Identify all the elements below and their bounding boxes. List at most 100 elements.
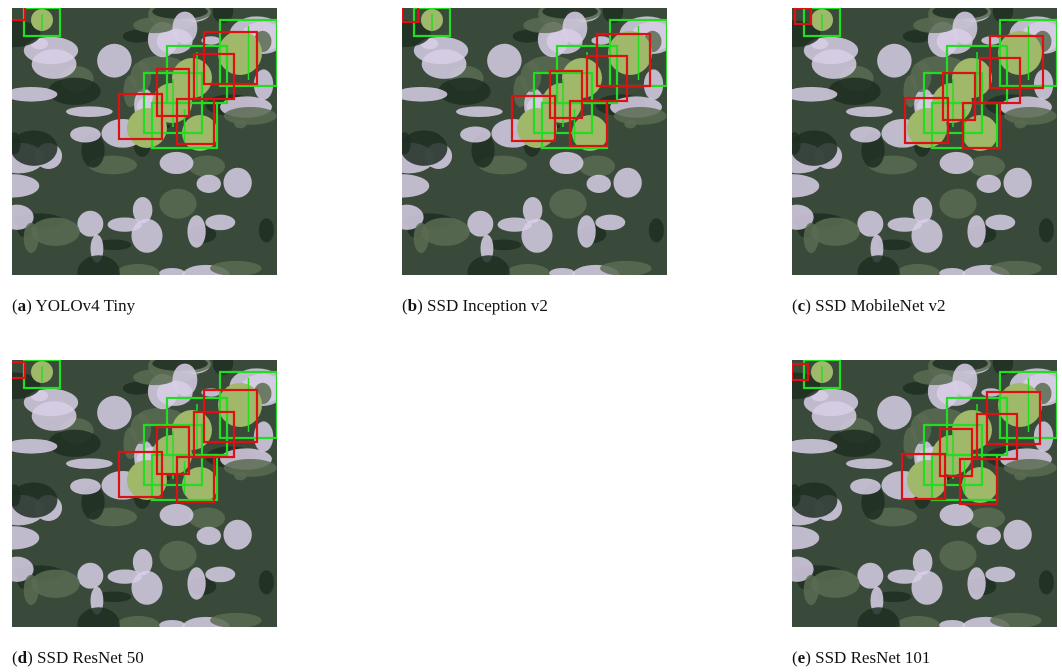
foliage bbox=[913, 369, 955, 385]
foliage bbox=[460, 126, 491, 142]
foliage bbox=[48, 78, 100, 105]
caption-text: ) YOLOv4 Tiny bbox=[26, 296, 135, 315]
foliage bbox=[160, 504, 194, 526]
caption: (c) SSD MobileNet v2 bbox=[792, 296, 945, 316]
foliage bbox=[613, 168, 641, 198]
foliage bbox=[804, 223, 819, 253]
foliage bbox=[159, 189, 196, 219]
foliage bbox=[523, 17, 565, 33]
foliage bbox=[24, 575, 39, 605]
panel-label: d bbox=[18, 648, 27, 667]
foliage bbox=[487, 44, 522, 78]
foliage bbox=[133, 197, 153, 223]
foliage bbox=[828, 430, 880, 457]
foliage bbox=[1034, 421, 1053, 451]
foliage bbox=[205, 567, 235, 583]
foliage bbox=[223, 520, 251, 550]
foliage bbox=[562, 12, 587, 45]
foliage bbox=[910, 414, 931, 444]
foliage bbox=[969, 507, 1005, 528]
foliage bbox=[969, 155, 1005, 176]
foliage bbox=[1003, 520, 1031, 550]
foliage bbox=[644, 69, 663, 99]
foliage bbox=[438, 78, 490, 105]
foliage bbox=[130, 62, 151, 92]
foliage bbox=[1004, 107, 1057, 125]
caption-text: ) SSD ResNet 50 bbox=[27, 648, 144, 667]
foliage bbox=[70, 478, 101, 494]
detection-image bbox=[792, 8, 1057, 275]
foliage bbox=[159, 541, 196, 571]
foliage bbox=[189, 507, 225, 528]
foliage bbox=[940, 504, 974, 526]
foliage bbox=[259, 218, 274, 242]
foliage bbox=[913, 197, 933, 223]
foliage bbox=[977, 175, 1001, 193]
caption-text: ) SSD MobileNet v2 bbox=[805, 296, 945, 315]
foliage bbox=[32, 401, 77, 431]
foliage bbox=[520, 62, 541, 92]
foliage bbox=[224, 459, 277, 477]
foliage bbox=[579, 155, 615, 176]
caption: (e) SSD ResNet 101 bbox=[792, 648, 930, 668]
foliage bbox=[857, 211, 883, 237]
foliage bbox=[850, 478, 881, 494]
caption-text: ) SSD Inception v2 bbox=[417, 296, 548, 315]
foliage bbox=[1039, 570, 1054, 594]
foliage bbox=[913, 549, 933, 575]
foliage bbox=[939, 541, 976, 571]
foliage bbox=[205, 215, 235, 231]
foliage bbox=[977, 527, 1001, 545]
foliage bbox=[828, 78, 880, 105]
foliage bbox=[967, 215, 985, 247]
foliage bbox=[614, 107, 667, 125]
foliage bbox=[66, 458, 113, 469]
figure: (a) YOLOv4 Tiny (b) SSD Inception v2 (c) S… bbox=[0, 0, 1062, 672]
foliage bbox=[549, 189, 586, 219]
detection-image bbox=[792, 360, 1057, 627]
foliage bbox=[1004, 459, 1057, 477]
foliage bbox=[224, 107, 277, 125]
foliage bbox=[160, 152, 194, 174]
foliage bbox=[197, 175, 221, 193]
foliage bbox=[940, 152, 974, 174]
foliage bbox=[422, 49, 467, 79]
foliage bbox=[223, 168, 251, 198]
foliage bbox=[846, 106, 893, 117]
foliage bbox=[591, 36, 610, 44]
foliage bbox=[850, 126, 881, 142]
caption: (d) SSD ResNet 50 bbox=[12, 648, 144, 668]
foliage bbox=[812, 49, 857, 79]
foliage bbox=[985, 215, 1015, 231]
caption: (a) YOLOv4 Tiny bbox=[12, 296, 135, 316]
foliage bbox=[97, 44, 132, 78]
panel-label: a bbox=[18, 296, 27, 315]
foliage bbox=[197, 527, 221, 545]
foliage bbox=[133, 549, 153, 575]
foliage bbox=[32, 49, 77, 79]
foliage bbox=[985, 567, 1015, 583]
foliage bbox=[910, 62, 931, 92]
foliage bbox=[857, 563, 883, 589]
foliage bbox=[130, 414, 151, 444]
foliage bbox=[133, 369, 175, 385]
foliage bbox=[187, 567, 205, 599]
foliage bbox=[97, 396, 132, 430]
foliage bbox=[172, 12, 197, 45]
tomato bbox=[998, 383, 1042, 427]
foliage bbox=[1039, 218, 1054, 242]
foliage bbox=[577, 215, 595, 247]
caption: (b) SSD Inception v2 bbox=[402, 296, 548, 316]
foliage bbox=[877, 44, 912, 78]
foliage bbox=[24, 223, 39, 253]
panel-label: b bbox=[408, 296, 417, 315]
foliage bbox=[467, 211, 493, 237]
foliage bbox=[550, 152, 584, 174]
foliage bbox=[77, 211, 103, 237]
foliage bbox=[967, 567, 985, 599]
foliage bbox=[456, 106, 503, 117]
foliage bbox=[877, 396, 912, 430]
detection-image bbox=[12, 8, 277, 275]
foliage bbox=[414, 223, 429, 253]
caption-text: ) SSD ResNet 101 bbox=[805, 648, 930, 667]
